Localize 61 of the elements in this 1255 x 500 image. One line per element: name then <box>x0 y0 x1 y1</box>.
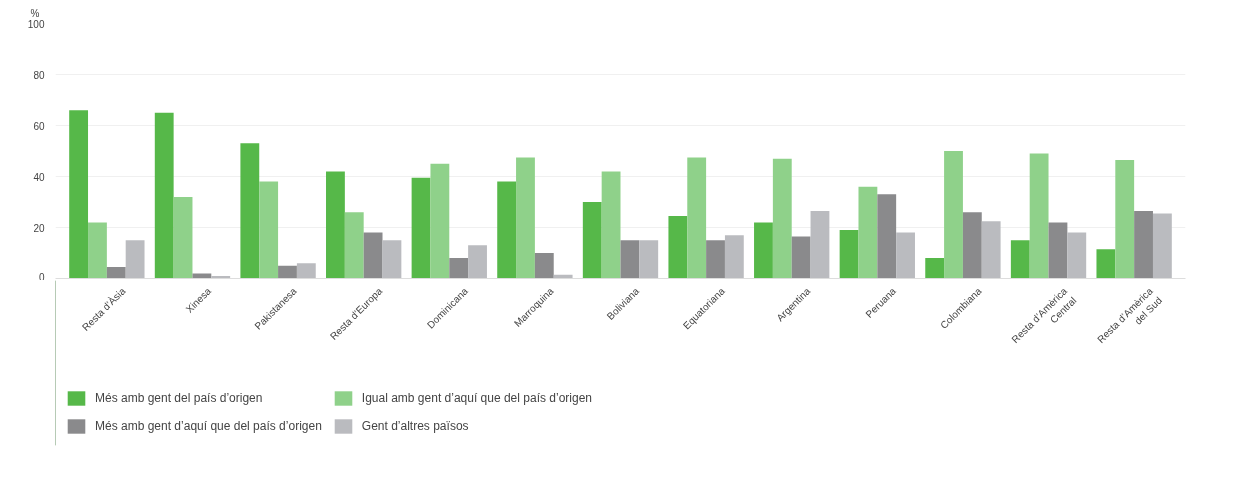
bar <box>344 212 364 279</box>
bar <box>791 236 811 279</box>
bar <box>240 143 260 279</box>
bar <box>754 222 773 279</box>
bar <box>106 267 126 279</box>
bar <box>1152 213 1172 279</box>
bar <box>896 232 915 279</box>
bar <box>925 258 945 279</box>
bar <box>296 263 316 279</box>
bar <box>173 196 193 279</box>
bar <box>363 232 383 279</box>
bar <box>981 221 1001 279</box>
bar <box>1067 232 1087 279</box>
bar <box>1134 210 1153 279</box>
bar <box>668 216 688 279</box>
y-tick-label: 40 <box>33 171 45 183</box>
y-tick-label: 60 <box>33 120 45 132</box>
bar <box>1029 153 1049 279</box>
bar <box>411 177 431 279</box>
y-tick-label: 80 <box>33 69 45 81</box>
bar <box>858 186 878 279</box>
bar <box>430 163 450 279</box>
y-tick-label: 100 <box>27 18 45 30</box>
bar <box>449 258 469 279</box>
bar <box>69 110 89 279</box>
bar <box>962 212 982 279</box>
bar <box>772 158 792 279</box>
bar <box>839 230 859 279</box>
bar <box>192 273 212 279</box>
bar <box>1115 159 1135 279</box>
bar <box>810 210 830 279</box>
y-axis-title: % <box>30 7 40 19</box>
legend-label: Més amb gent del país d’origen <box>95 391 263 405</box>
bar <box>620 240 640 279</box>
bar <box>724 235 744 279</box>
bar <box>125 240 145 279</box>
bar <box>582 202 602 279</box>
bar <box>706 240 725 279</box>
bar <box>534 253 554 279</box>
bar <box>601 171 621 279</box>
bar <box>88 222 107 279</box>
bar <box>687 157 707 279</box>
bar <box>516 157 535 279</box>
bar <box>278 265 297 279</box>
legend-label: Igual amb gent d’aquí que del país d’origen <box>361 391 592 405</box>
legend-label: Més amb gent d’aquí que del país d’origen <box>95 419 322 433</box>
bar <box>639 240 659 279</box>
bar <box>1048 222 1068 279</box>
bar <box>1010 240 1030 279</box>
bar <box>259 181 279 279</box>
legend-label: Gent d’altres països <box>361 419 469 433</box>
y-tick-label: 0 <box>38 271 45 283</box>
bar <box>1096 249 1116 279</box>
bar <box>326 171 345 279</box>
bar <box>944 151 963 279</box>
bar <box>154 112 174 279</box>
bar <box>877 194 897 279</box>
bar <box>497 181 517 279</box>
y-tick-label: 20 <box>33 222 45 234</box>
bar <box>468 245 487 279</box>
bar <box>382 240 402 279</box>
